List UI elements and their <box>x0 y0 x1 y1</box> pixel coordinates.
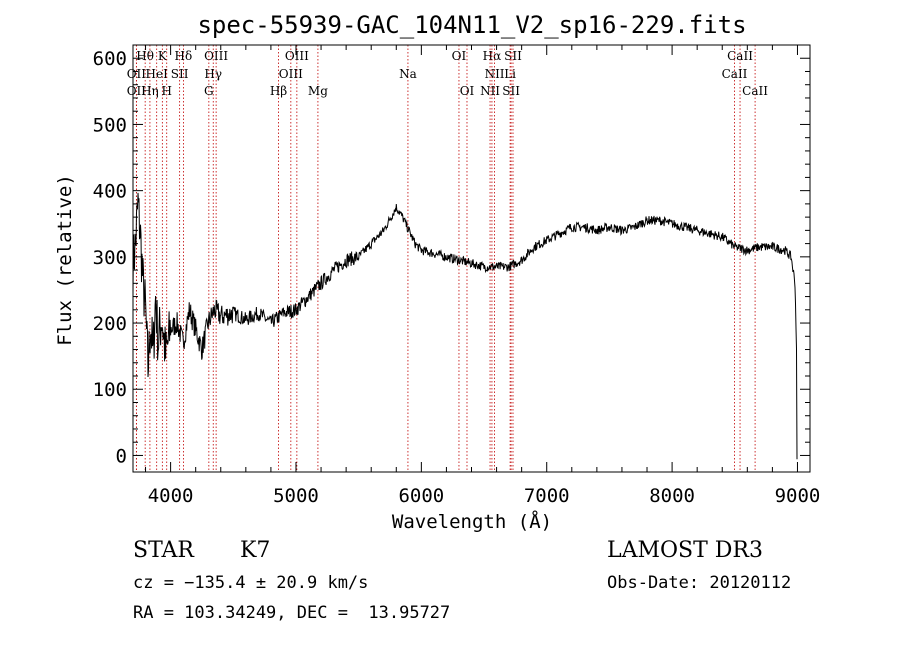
spectral-line-label: K <box>158 49 168 63</box>
spectral-line-label: OI <box>460 84 475 98</box>
spectral-line-label: HeI <box>146 67 169 81</box>
spectral-line-label: CaII <box>727 49 753 63</box>
x-tick-label: 8000 <box>649 485 695 507</box>
spectral-line-label: Hδ <box>175 49 193 63</box>
object-subclass: K7 <box>240 538 271 563</box>
spectral-line-label: NII <box>480 84 500 98</box>
spectral-line-label: SII <box>171 67 189 81</box>
y-tick-label: 600 <box>93 48 127 70</box>
spectral-line-label: OII <box>127 84 147 98</box>
y-tick-label: 500 <box>93 114 127 136</box>
plot-frame <box>132 44 811 473</box>
spectral-line-label: H <box>161 84 171 98</box>
redshift-readout: cz = −135.4 ± 20.9 km/s <box>133 573 369 593</box>
spectral-line-label: OIII <box>204 49 228 63</box>
spectrum-layer <box>132 192 798 460</box>
spectral-line-label: SII <box>504 49 522 63</box>
spectral-line-label: OIII <box>279 67 303 81</box>
spectral-line-label: G <box>204 84 214 98</box>
spectral-line-label: Na <box>399 67 417 81</box>
x-axis-label: Wavelength (Å) <box>392 510 552 533</box>
spectral-line-label: Hβ <box>270 84 287 98</box>
spectral-line-label: OIII <box>285 49 309 63</box>
spectral-line-label: Hα <box>483 49 502 63</box>
y-tick-label: 400 <box>93 181 127 203</box>
y-tick-label: 100 <box>93 379 127 401</box>
y-tick-label: 300 <box>93 247 127 269</box>
survey-name: LAMOST DR3 <box>607 538 763 563</box>
x-tick-label: 4000 <box>148 485 194 507</box>
spectral-line-label: Li <box>504 67 516 81</box>
spectrum-line <box>132 192 798 460</box>
object-class: STAR <box>133 538 194 563</box>
spectral-line-label: NII <box>485 67 505 81</box>
observation-date: Obs-Date: 20120112 <box>607 573 792 593</box>
spectral-line-label: Hθ <box>136 49 154 63</box>
spectral-line-label: SII <box>502 84 520 98</box>
spectral-line-label: CaII <box>722 67 748 81</box>
x-tick-label: 9000 <box>775 485 821 507</box>
x-tick-label: 5000 <box>273 485 319 507</box>
spectral-line-label: Hη <box>141 84 159 98</box>
coordinates-readout: RA = 103.34249, DEC = 13.95727 <box>133 603 451 623</box>
x-tick-label: 7000 <box>524 485 570 507</box>
spectral-line-label: CaII <box>742 84 768 98</box>
x-tick-label: 6000 <box>398 485 444 507</box>
ticks-layer: 4000 5000 6000 7000 8000 9000 0 100 200 300 400 500… <box>93 45 821 507</box>
spectral-line-label: Mg <box>308 84 328 98</box>
y-axis-label: Flux (relative) <box>54 174 76 346</box>
y-tick-label: 200 <box>93 313 127 335</box>
spectral-line-label: Hγ <box>204 67 222 81</box>
spectral-line-label: OI <box>452 49 467 63</box>
chart-title: spec-55939-GAC_104N11_V2_sp16-229.fits <box>197 11 746 39</box>
y-tick-label: 0 <box>116 445 127 467</box>
